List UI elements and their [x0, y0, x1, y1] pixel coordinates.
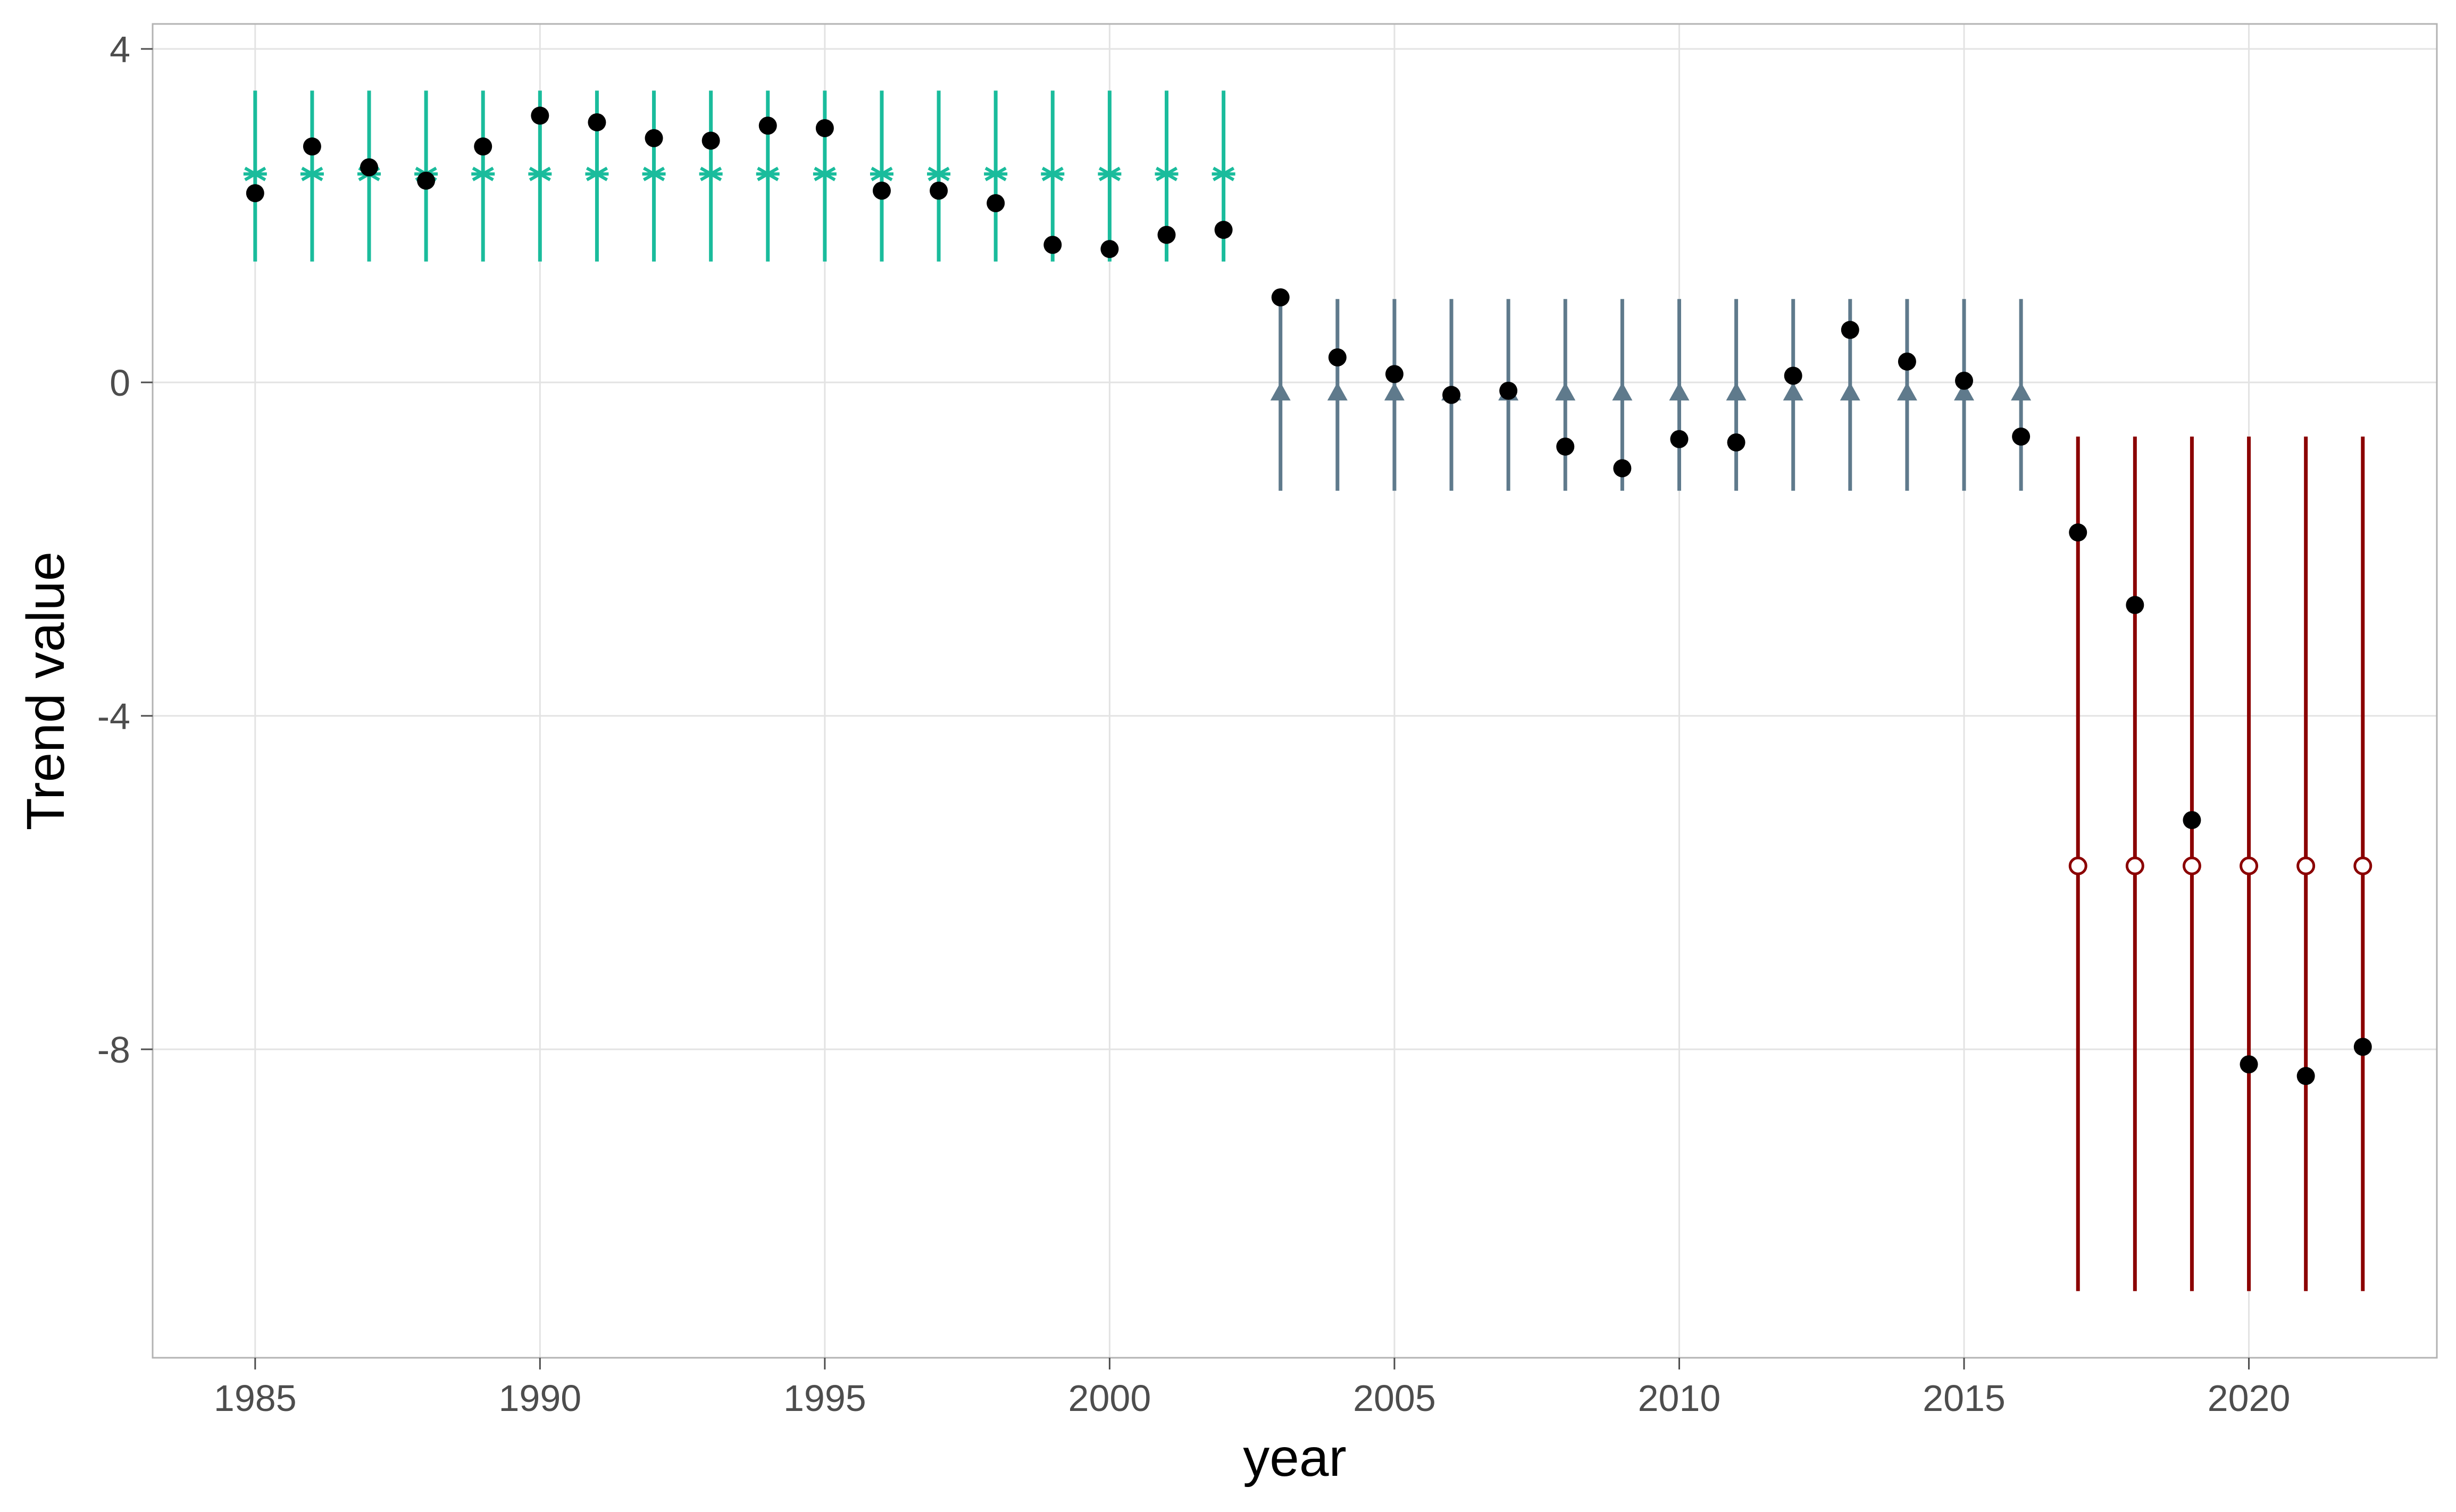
x-axis-title: year	[1243, 1428, 1347, 1488]
data-point	[758, 116, 777, 135]
asterisk-marker	[243, 162, 267, 186]
x-tick-label: 2015	[1923, 1377, 2006, 1419]
data-point	[1157, 225, 1176, 244]
triangle-marker	[1270, 382, 1291, 401]
data-point	[531, 106, 549, 125]
data-point	[930, 181, 948, 200]
y-axis-title: Trend value	[16, 552, 76, 830]
triangle-marker	[1840, 382, 1860, 401]
data-point	[1556, 437, 1575, 456]
data-point	[1328, 348, 1347, 366]
data-point	[1442, 386, 1461, 404]
center-markers	[243, 162, 2373, 875]
asterisk-marker	[1155, 162, 1179, 186]
asterisk-marker	[756, 162, 780, 186]
data-point	[1784, 366, 1802, 385]
data-point	[303, 137, 321, 156]
data-point	[246, 184, 264, 203]
asterisk-marker	[300, 162, 324, 186]
open-circle-marker	[2240, 856, 2259, 875]
data-point	[2183, 811, 2201, 829]
x-tick-label: 2020	[2208, 1377, 2291, 1419]
y-tick-label: -4	[97, 696, 130, 737]
data-point	[2296, 1067, 2315, 1085]
axis-tick-labels: 1985 1990 1995 2000 2005 2010 2015 2020 4 0 -4 -8	[97, 29, 2291, 1419]
asterisk-marker	[1098, 162, 1122, 186]
x-tick-label: 2005	[1353, 1377, 1436, 1419]
x-tick-label: 2010	[1638, 1377, 1721, 1419]
triangle-marker	[1612, 382, 1633, 401]
asterisk-marker	[699, 162, 723, 186]
data-point	[2240, 1055, 2258, 1074]
data-point	[2069, 523, 2087, 542]
data-point	[1271, 288, 1290, 307]
triangle-marker	[1954, 382, 1975, 401]
data-point	[1841, 321, 1859, 339]
panel-border	[152, 23, 2438, 1359]
data-point	[2012, 427, 2031, 446]
asterisk-marker	[984, 162, 1008, 186]
data-point	[1499, 381, 1518, 400]
data-point	[1214, 221, 1233, 239]
triangle-marker	[2011, 382, 2032, 401]
data-point	[701, 131, 720, 150]
data-point	[1613, 459, 1632, 478]
triangle-marker	[1897, 382, 1917, 401]
x-tick-label: 1985	[214, 1377, 297, 1419]
data-point	[1670, 430, 1689, 448]
triangle-marker	[1783, 382, 1803, 401]
triangle-marker	[1384, 382, 1405, 401]
open-circle-marker	[2182, 856, 2201, 875]
data-point	[1955, 371, 1974, 390]
asterisk-marker	[528, 162, 552, 186]
data-points	[246, 106, 2372, 1085]
x-tick-label: 1990	[498, 1377, 581, 1419]
triangle-marker	[1669, 382, 1690, 401]
triangle-marker	[1327, 382, 1348, 401]
asterisk-marker	[642, 162, 666, 186]
asterisk-marker	[1212, 162, 1235, 186]
y-tick-label: 4	[110, 29, 130, 70]
y-tick-label: -8	[97, 1029, 130, 1071]
data-point	[417, 171, 436, 190]
data-point	[872, 181, 891, 200]
data-point	[987, 194, 1005, 213]
data-point	[2126, 596, 2144, 614]
asterisk-marker	[471, 162, 495, 186]
asterisk-marker	[927, 162, 951, 186]
data-point	[1727, 433, 1745, 452]
data-point	[474, 137, 492, 156]
data-point	[1043, 236, 1062, 254]
open-circle-marker	[2125, 856, 2144, 875]
asterisk-marker	[1041, 162, 1065, 186]
open-circle-marker	[2353, 856, 2373, 875]
data-point	[1385, 365, 1404, 383]
data-point	[2353, 1038, 2372, 1056]
open-circle-marker	[2296, 856, 2316, 875]
data-point	[1898, 352, 1916, 371]
x-tick-label: 2000	[1068, 1377, 1151, 1419]
y-tick-label: 0	[110, 362, 130, 404]
asterisk-marker	[585, 162, 609, 186]
x-tick-label: 1995	[783, 1377, 866, 1419]
triangle-marker	[1726, 382, 1747, 401]
data-point	[1100, 240, 1119, 258]
axis-ticks	[141, 48, 2250, 1369]
data-point	[588, 113, 606, 131]
data-point	[815, 119, 834, 137]
open-circle-marker	[2068, 856, 2087, 875]
triangle-marker	[1555, 382, 1576, 401]
asterisk-marker	[813, 162, 837, 186]
data-point	[360, 158, 379, 177]
data-point	[645, 129, 663, 147]
